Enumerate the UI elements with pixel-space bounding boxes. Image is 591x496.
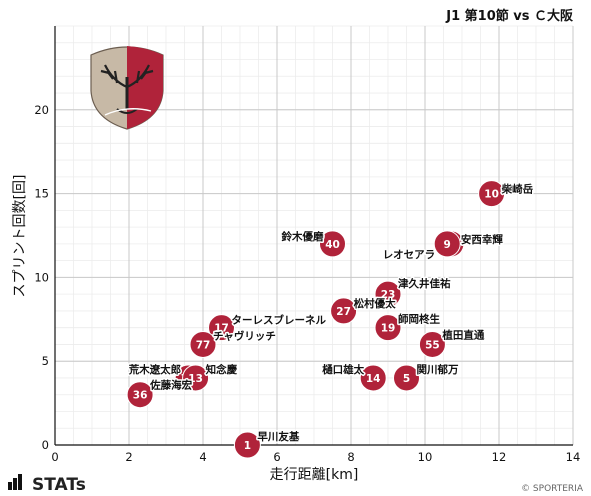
x-tick-labels: 0 2 4 6 8 10 12 14 (51, 450, 580, 464)
player-name-label: チャヴリッチ (213, 329, 276, 342)
player-number-label: 5 (403, 373, 410, 385)
y-tick-label: 10 (34, 270, 49, 284)
player-number-label: 23 (381, 289, 396, 301)
player-name-label: 早川友基 (257, 430, 299, 443)
y-tick-label: 15 (34, 187, 49, 201)
x-tick-label: 6 (273, 450, 280, 464)
x-tick-label: 14 (566, 450, 581, 464)
player-number-label: 9 (444, 239, 451, 251)
player-point-40[interactable] (319, 230, 346, 258)
x-tick-label: 8 (347, 450, 354, 464)
player-name-label: 関川郁万 (417, 363, 459, 376)
player-name-label: 柴崎岳 (501, 183, 534, 196)
x-tick-label: 4 (199, 450, 206, 464)
y-axis-label: スプリント回数[回] (12, 175, 28, 298)
player-point-10[interactable] (478, 180, 506, 208)
player-name-label: 樋口雄太 (322, 363, 364, 376)
x-tick-label: 10 (418, 450, 433, 464)
player-number-label: 19 (381, 323, 396, 335)
player-name-label: 安西幸輝 (461, 233, 503, 246)
player-point-13[interactable] (182, 364, 210, 392)
player-number-label: 1 (244, 440, 251, 452)
player-point-9[interactable] (433, 230, 461, 258)
axes (54, 26, 573, 446)
x-tick-label: 2 (125, 450, 132, 464)
player-point-27[interactable] (330, 297, 358, 325)
player-number-label: 77 (196, 339, 211, 351)
y-tick-label: 20 (34, 103, 49, 117)
y-tick-label: 5 (42, 354, 49, 368)
player-name-label: 佐藤海宏 (149, 379, 192, 392)
kashima-antlers-crest-icon (90, 46, 164, 130)
player-point-14[interactable] (359, 364, 387, 392)
player-name-label: 松村優太 (354, 297, 396, 310)
x-tick-label: 0 (51, 450, 58, 464)
player-point-5[interactable] (393, 364, 420, 392)
stats-logo-text: STATs (32, 475, 86, 495)
y-tick-labels: 0 5 10 15 20 (34, 103, 49, 452)
player-point-17[interactable] (208, 314, 235, 342)
x-tick-label: 12 (492, 450, 507, 464)
player-name-label: 植田直通 (441, 328, 484, 341)
player-number-label: 55 (425, 339, 440, 351)
player-number-label: 14 (366, 373, 381, 385)
stats-bars-icon (8, 474, 22, 490)
player-number-label: 27 (336, 306, 351, 318)
player-point-77[interactable] (189, 330, 217, 358)
y-tick-label: 0 (42, 438, 49, 452)
player-name-label: レオセアラ (383, 249, 436, 261)
player-number-label: 36 (133, 390, 148, 402)
player-name-label: 津久井佳祐 (398, 277, 451, 290)
player-number-label: 40 (325, 239, 340, 251)
player-point-36[interactable] (126, 381, 154, 409)
player-name-label: 師岡柊生 (398, 313, 440, 326)
copyright-credit: © SPORTERIA (521, 484, 584, 494)
player-number-label: 17 (214, 323, 229, 335)
data-points: 1040292327171977557113145361 (126, 180, 506, 459)
player-name-label: 荒木遼太郎 (128, 363, 182, 376)
x-axis-label: 走行距離[km] (270, 466, 359, 483)
player-point-55[interactable] (418, 330, 446, 358)
player-number-label: 13 (188, 373, 203, 385)
player-point-23[interactable] (374, 280, 402, 308)
player-name-label: ターレスブレーネル (232, 314, 327, 327)
player-point-19[interactable] (374, 314, 402, 342)
player-name-label: 鈴木優磨 (282, 230, 324, 243)
player-number-label: 10 (484, 189, 499, 201)
player-name-label: 知念慶 (206, 363, 238, 376)
chart-title: J1 第10節 vs Ｃ大阪 (445, 8, 574, 24)
player-point-1[interactable] (233, 431, 261, 459)
